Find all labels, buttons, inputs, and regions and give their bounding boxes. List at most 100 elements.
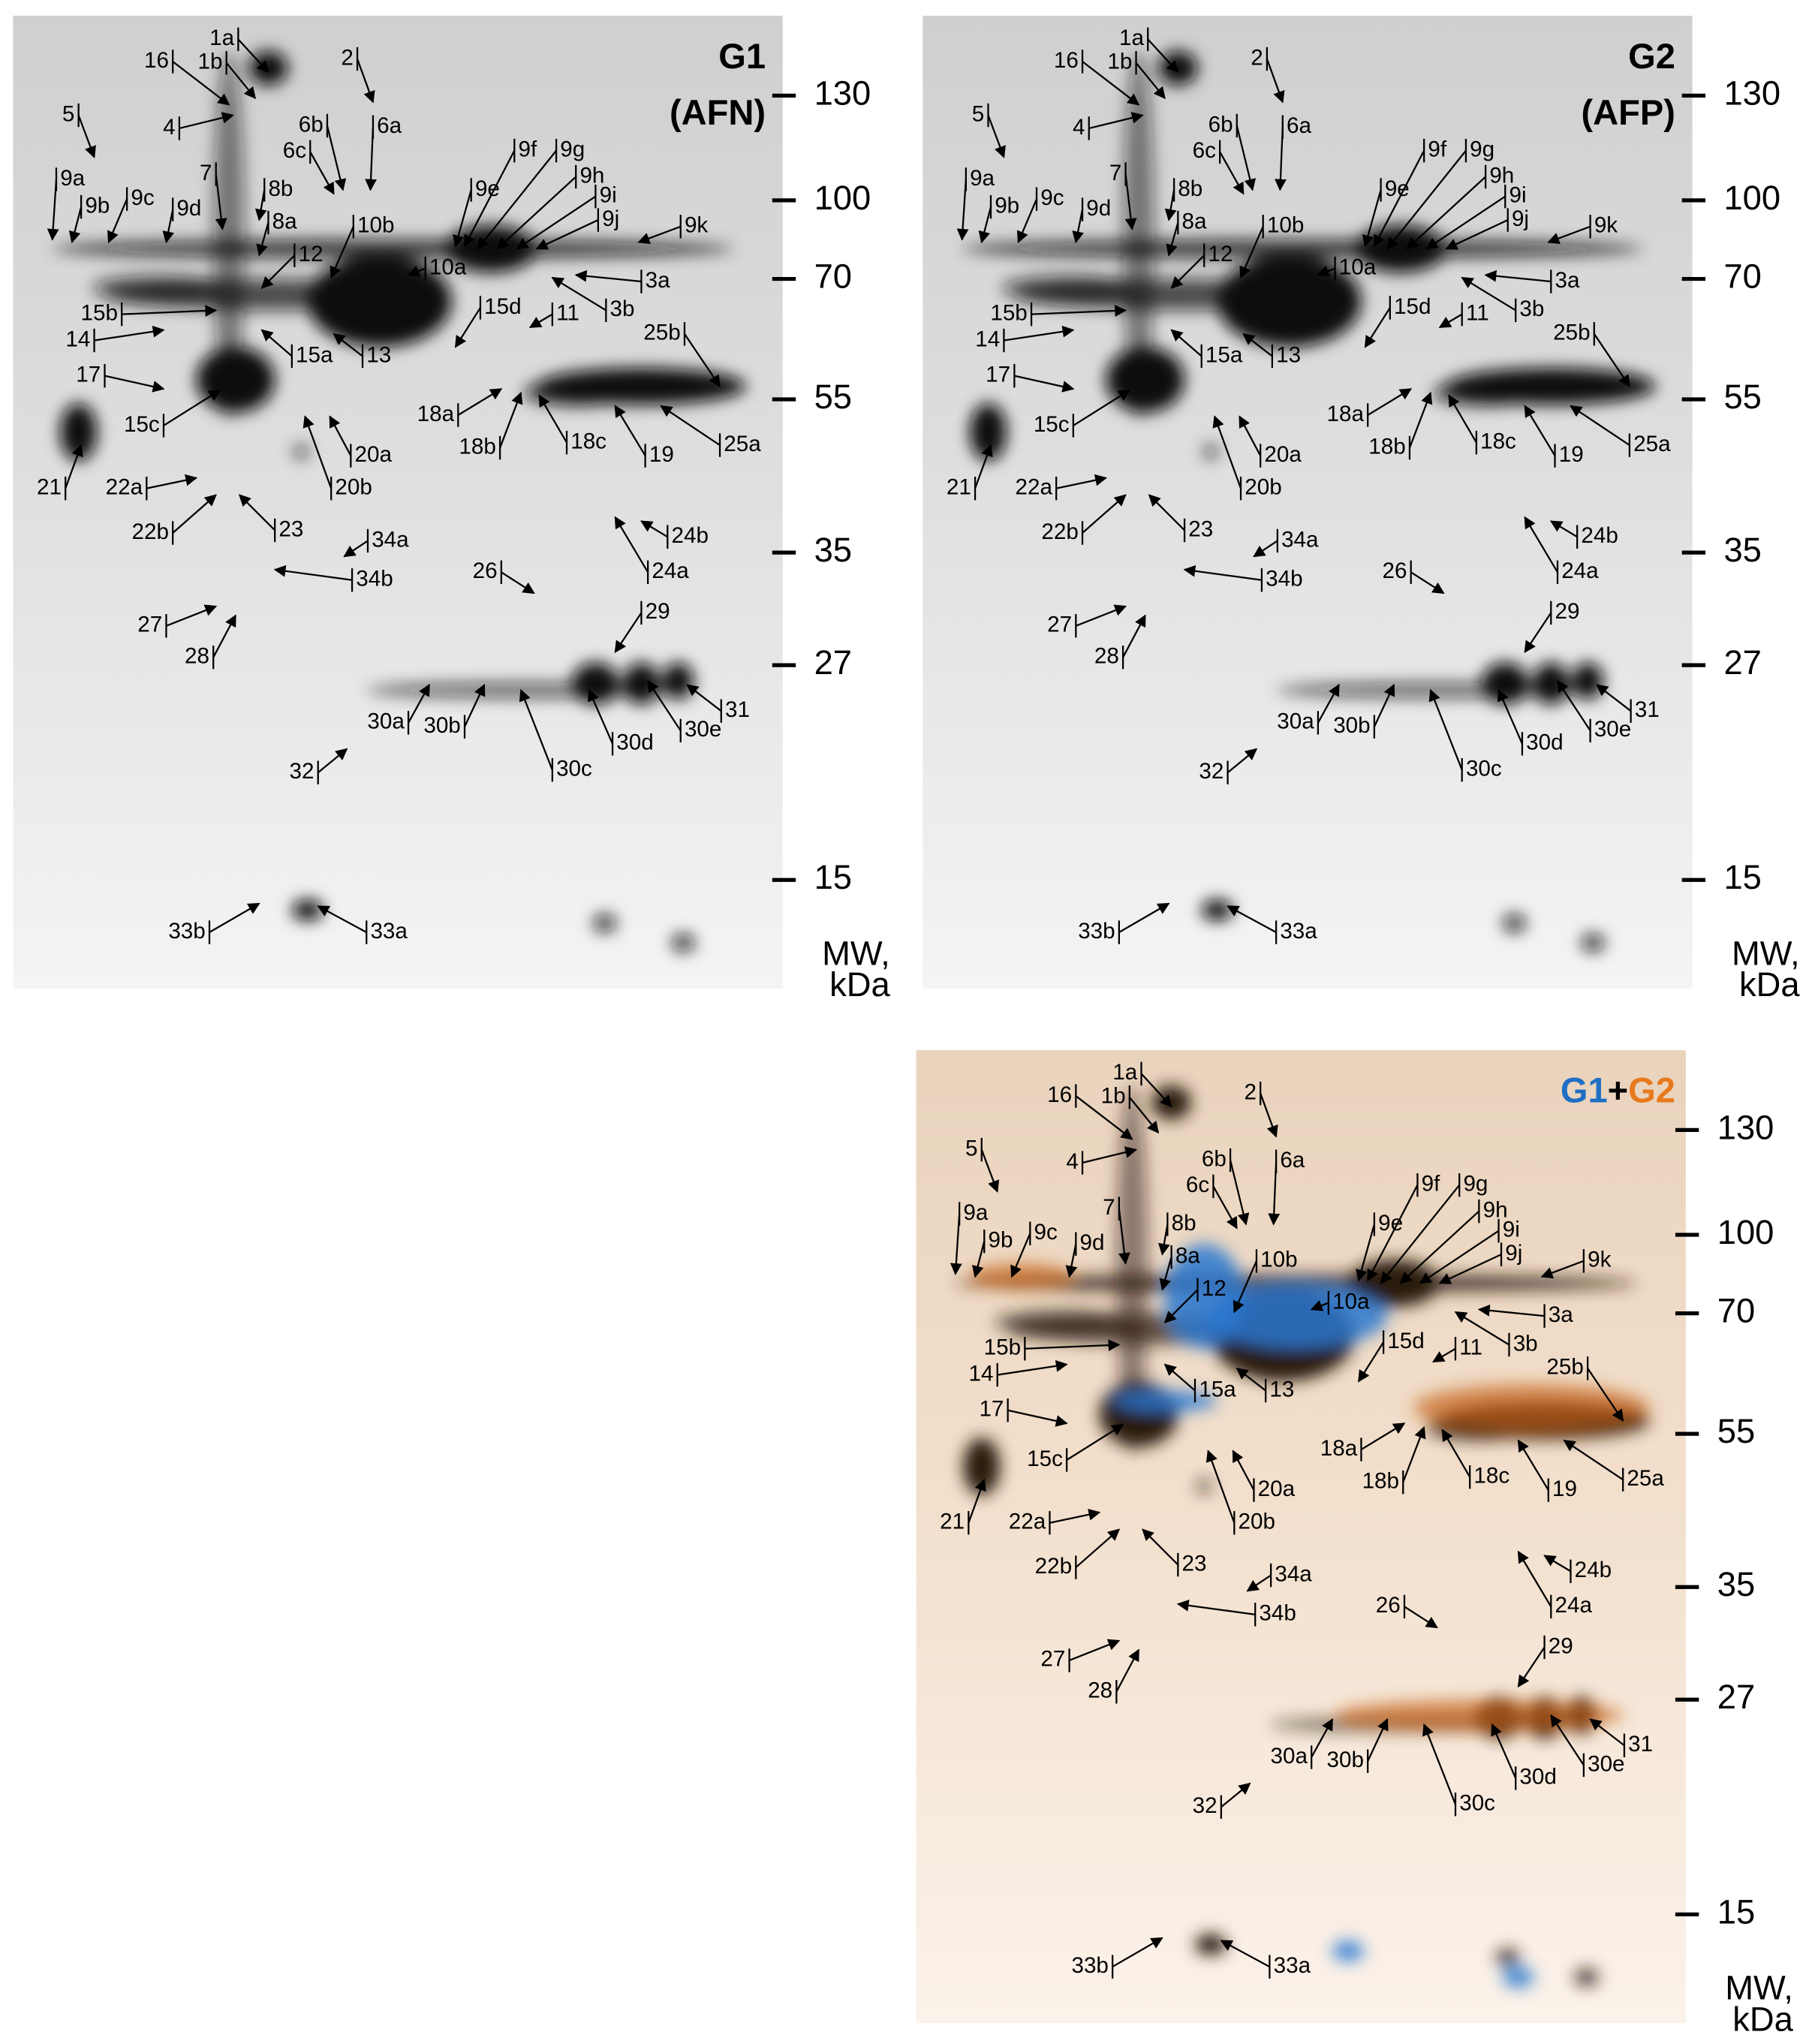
- spot-arrow: [1118, 1208, 1130, 1265]
- spot-arrow: [94, 325, 165, 342]
- spot-label: 9b: [995, 193, 1019, 218]
- spot-arrow: [1212, 415, 1242, 489]
- spot-label: 14: [969, 1361, 994, 1386]
- spot-label: 9d: [1086, 196, 1111, 221]
- gel-spot: [213, 52, 245, 420]
- spot-arrow: [166, 604, 218, 627]
- spot-label: 33a: [1280, 919, 1317, 944]
- spot-arrow: [463, 683, 486, 727]
- spot-arrow: [1356, 1224, 1375, 1282]
- spot-arrow: [1445, 219, 1509, 250]
- spot-label: 16: [1047, 1082, 1072, 1107]
- mw-axis-label: MW,: [1732, 934, 1800, 972]
- spot-arrow: [1242, 333, 1273, 357]
- spot-label: 20b: [1239, 1510, 1275, 1534]
- spot-arrow: [1004, 325, 1075, 342]
- spot-arrow: [1016, 198, 1038, 244]
- spot-arrow: [968, 1478, 986, 1524]
- spot-label: 18b: [459, 434, 495, 459]
- spot-label: 30b: [1327, 1747, 1364, 1772]
- spot-arrow: [614, 612, 643, 654]
- spot-arrow: [1082, 61, 1140, 106]
- spot-label: 15c: [1034, 412, 1070, 437]
- spot-label: 5: [62, 101, 74, 126]
- spot-label: 18c: [1480, 429, 1516, 453]
- spot-label: 32: [1199, 759, 1224, 784]
- mw-tick-label: 130: [1717, 1108, 1774, 1146]
- gel-spot: [1502, 1967, 1534, 1988]
- spot-label: 15d: [484, 294, 521, 319]
- spot-label: 10b: [357, 213, 394, 238]
- spot-arrow: [1239, 226, 1264, 279]
- spot-label: 25b: [643, 321, 680, 345]
- gel-spot: [1496, 1948, 1520, 1967]
- spot-arrow: [408, 683, 430, 724]
- spot-label: 12: [1202, 1276, 1227, 1301]
- gel-spot: [1572, 662, 1604, 700]
- spot-label: 12: [299, 242, 324, 266]
- spot-arrow: [1170, 254, 1205, 289]
- spot-arrow: [614, 516, 649, 573]
- spot-label: 5: [965, 1136, 977, 1160]
- spot-arrow: [1549, 520, 1578, 538]
- panel-subtitle: (AFP): [1581, 92, 1675, 132]
- spot-arrow: [1448, 394, 1477, 444]
- spot-label: 9c: [1040, 185, 1064, 210]
- spot-arrow: [647, 679, 682, 731]
- spot-label: 7: [1103, 1195, 1115, 1220]
- spot-arrow: [1266, 59, 1285, 104]
- spot-label: 18a: [1327, 402, 1365, 426]
- spot-arrow: [516, 195, 597, 250]
- spot-label: 30c: [556, 757, 592, 781]
- spot-label: 15b: [990, 300, 1027, 325]
- spot-arrow: [1517, 1439, 1549, 1491]
- spot-label: 30e: [1594, 717, 1631, 742]
- spot-label: 29: [1549, 1633, 1573, 1658]
- spot-label: 1b: [1107, 50, 1132, 74]
- gel-spot: [1194, 1934, 1227, 1955]
- spot-label: 9f: [1428, 137, 1446, 161]
- spot-arrow: [551, 276, 607, 312]
- panel-title: G1+G2: [1561, 1070, 1675, 1110]
- spot-label: 28: [1088, 1678, 1112, 1703]
- spot-arrow: [1010, 1233, 1031, 1278]
- spot-arrow: [1547, 225, 1591, 245]
- spot-label: 33b: [1071, 1953, 1108, 1978]
- spot-label: 13: [366, 342, 391, 367]
- spot-label: 32: [1193, 1793, 1218, 1818]
- spot-arrow: [1406, 176, 1486, 250]
- spot-arrow: [146, 474, 198, 489]
- mw-tick-label: 15: [1723, 858, 1761, 896]
- gel-spot: [963, 1437, 1001, 1496]
- spot-label: 9j: [1512, 206, 1529, 231]
- spot-arrow: [1124, 173, 1137, 230]
- spot-label: 9f: [519, 137, 537, 161]
- spot-arrow: [499, 391, 523, 448]
- spot-label: 9d: [1080, 1230, 1105, 1255]
- spot-arrow: [343, 540, 369, 558]
- spot-arrow: [1176, 1599, 1256, 1615]
- mw-tick-label: 70: [814, 257, 852, 296]
- spot-label: 1a: [209, 26, 234, 50]
- spot-label: 23: [1182, 1551, 1207, 1576]
- spot-arrow: [1164, 189, 1177, 221]
- gel-spot: [671, 933, 695, 953]
- spot-arrow: [1317, 683, 1340, 724]
- spot-label: 30b: [1333, 713, 1370, 738]
- gel-spot: [1532, 662, 1570, 705]
- spot-label: 34b: [1259, 1601, 1296, 1626]
- spot-label: 15c: [124, 412, 160, 437]
- spot-label: 33a: [370, 919, 408, 944]
- spot-label: 24a: [652, 558, 689, 583]
- spot-arrow: [1438, 1254, 1502, 1284]
- spot-arrow: [535, 219, 599, 250]
- mw-tick-label: 100: [1723, 179, 1780, 217]
- spot-arrow: [1550, 1714, 1585, 1766]
- gel-spot: [1201, 899, 1233, 921]
- spot-arrow: [1310, 1299, 1329, 1311]
- spot-label: 10b: [1267, 213, 1304, 238]
- spot-label: 4: [1073, 115, 1085, 140]
- spot-label: 21: [940, 1510, 965, 1534]
- spot-label: 20b: [335, 474, 372, 499]
